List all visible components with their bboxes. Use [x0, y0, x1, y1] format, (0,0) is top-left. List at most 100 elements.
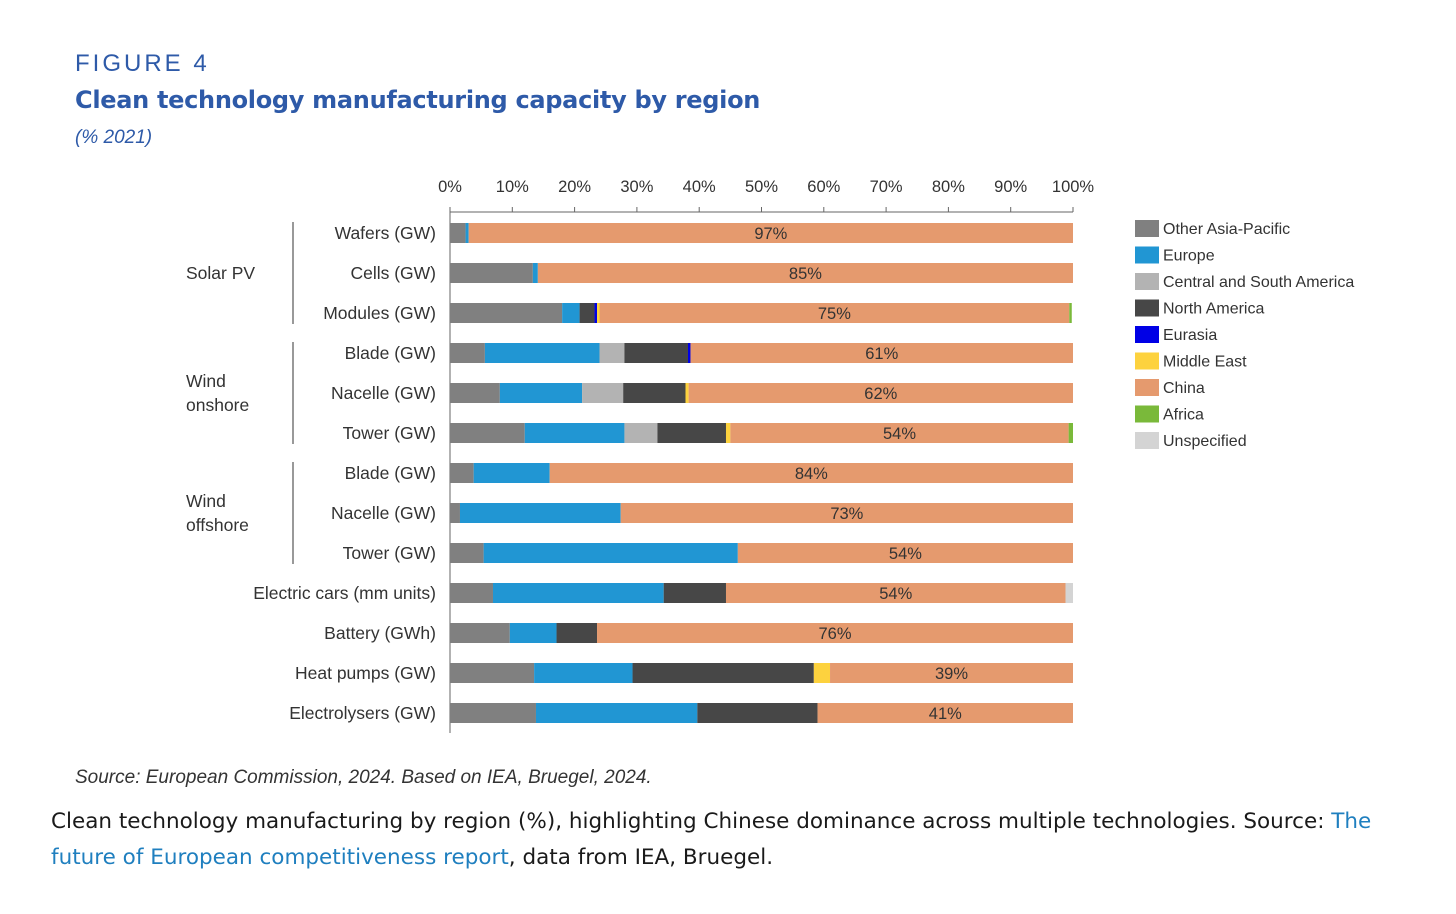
legend-label: Europe: [1163, 248, 1215, 265]
report-link[interactable]: The future of European competitiveness r…: [51, 809, 1372, 870]
bar-segment-europe: [492, 583, 664, 603]
legend-swatch: [1135, 299, 1159, 317]
data-label: 54%: [879, 585, 912, 603]
bar-segment-china: [620, 503, 1073, 523]
data-label: 85%: [789, 265, 822, 283]
bar-segment-other-asia-pacific: [450, 263, 533, 283]
bar-segment-central-and-south-america: [624, 423, 658, 443]
bar-segment-eurasia: [594, 303, 598, 323]
bar-segment-north-america: [556, 623, 598, 643]
category-label: Blade (GW): [345, 463, 436, 483]
bar-segment-north-america: [632, 663, 814, 683]
bar-segment-other-asia-pacific: [450, 583, 493, 603]
legend-swatch: [1135, 273, 1159, 290]
category-label: Blade (GW): [345, 343, 436, 363]
stacked-bar-chart: 0% 10% 20% 30% 40% 50% 60% 70% 80% 90% 100% 97% Wafe…: [186, 178, 1354, 733]
bar-segment-north-america: [579, 303, 595, 323]
category-label: Nacelle (GW): [331, 503, 436, 523]
category-label: Cells (GW): [350, 263, 436, 283]
legend-swatch: [1135, 220, 1159, 237]
bar-segment-middle-east: [813, 663, 831, 683]
x-tick-label: 60%: [807, 178, 840, 196]
bar-segment-europe: [483, 543, 738, 563]
group-label: offshore: [186, 515, 249, 535]
bar-segment-other-asia-pacific: [450, 383, 500, 403]
bar-segment-other-asia-pacific: [450, 503, 460, 523]
bar-segment-china: [817, 703, 1073, 723]
category-label: Electric cars (mm units): [253, 583, 436, 603]
x-tick-label: 70%: [870, 178, 903, 196]
caption-text: Clean technology manufacturing by region…: [51, 809, 1332, 834]
bar-segment-europe: [532, 263, 538, 283]
data-label: 76%: [818, 625, 851, 643]
legend-label: Africa: [1163, 407, 1204, 424]
legend-swatch: [1135, 432, 1159, 449]
bar-segment-middle-east: [685, 383, 689, 403]
bar-segment-other-asia-pacific: [450, 463, 474, 483]
figure-caption: Clean technology manufacturing by region…: [51, 804, 1421, 876]
legend-label: Unspecified: [1163, 433, 1247, 450]
data-label: 39%: [935, 665, 968, 683]
bar-segment-europe: [534, 663, 633, 683]
bar-segment-eurasia: [687, 343, 691, 363]
data-label: 54%: [883, 425, 916, 443]
group-label: Solar PV: [186, 263, 255, 283]
x-tick-label: 30%: [620, 178, 653, 196]
x-tick-label: 100%: [1052, 178, 1095, 196]
x-tick-label: 0%: [438, 178, 462, 196]
bar-segment-central-and-south-america: [599, 343, 625, 363]
bar-segment-europe: [473, 463, 550, 483]
data-label: 62%: [864, 385, 897, 403]
bar-segment-china: [688, 383, 1073, 403]
category-label: Nacelle (GW): [331, 383, 436, 403]
data-label: 84%: [795, 465, 828, 483]
bar-segment-other-asia-pacific: [450, 223, 466, 243]
legend-label: Other Asia-Pacific: [1163, 221, 1290, 238]
bar-segment-china: [549, 463, 1073, 483]
bar-segment-europe: [562, 303, 580, 323]
legend-swatch: [1135, 379, 1159, 396]
bar-segment-north-america: [697, 703, 818, 723]
bar-segment-other-asia-pacific: [450, 543, 484, 563]
legend-label: China: [1163, 380, 1205, 397]
figure-label: FIGURE 4: [75, 50, 210, 77]
category-label: Modules (GW): [323, 303, 436, 323]
bar-segment-other-asia-pacific: [450, 663, 535, 683]
x-tick-label: 20%: [558, 178, 591, 196]
legend-swatch: [1135, 246, 1159, 264]
bar-segment-china: [730, 423, 1069, 443]
bar-segment-other-asia-pacific: [450, 423, 525, 443]
data-label: 61%: [865, 345, 898, 363]
bar-segment-middle-east: [725, 423, 731, 443]
bar-segment-north-america: [623, 383, 686, 403]
category-label: Heat pumps (GW): [295, 663, 436, 683]
bar-segment-china: [468, 223, 1073, 243]
legend-label: Central and South America: [1163, 274, 1354, 291]
group-label: Wind: [186, 371, 226, 391]
chart-title: Clean technology manufacturing capacity …: [75, 86, 761, 114]
bar-segment-other-asia-pacific: [450, 343, 485, 363]
bar-segment-europe: [484, 343, 600, 363]
bar-segment-china: [597, 623, 1073, 643]
data-label: 54%: [889, 545, 922, 563]
data-label: 75%: [818, 305, 851, 323]
caption-text-end: , data from IEA, Bruegel.: [508, 845, 774, 870]
legend-swatch: [1135, 352, 1159, 370]
bar-segment-unspecified: [1065, 583, 1073, 603]
bar-segment-central-and-south-america: [582, 383, 624, 403]
bar-segment-europe: [499, 383, 583, 403]
x-tick-label: 40%: [683, 178, 716, 196]
legend-label: North America: [1163, 301, 1264, 318]
legend-label: Middle East: [1163, 354, 1247, 371]
category-label: Battery (GWh): [324, 623, 436, 643]
legend-swatch: [1135, 405, 1159, 423]
legend-label: Eurasia: [1163, 327, 1217, 344]
bar-segment-china: [537, 263, 1073, 283]
x-tick-label: 80%: [932, 178, 965, 196]
bar-segment-other-asia-pacific: [450, 303, 563, 323]
bar-segment-other-asia-pacific: [450, 623, 510, 643]
legend-swatch: [1135, 326, 1159, 343]
bar-segment-africa: [1068, 423, 1073, 443]
bar-segment-china: [599, 303, 1070, 323]
group-label: onshore: [186, 395, 249, 415]
